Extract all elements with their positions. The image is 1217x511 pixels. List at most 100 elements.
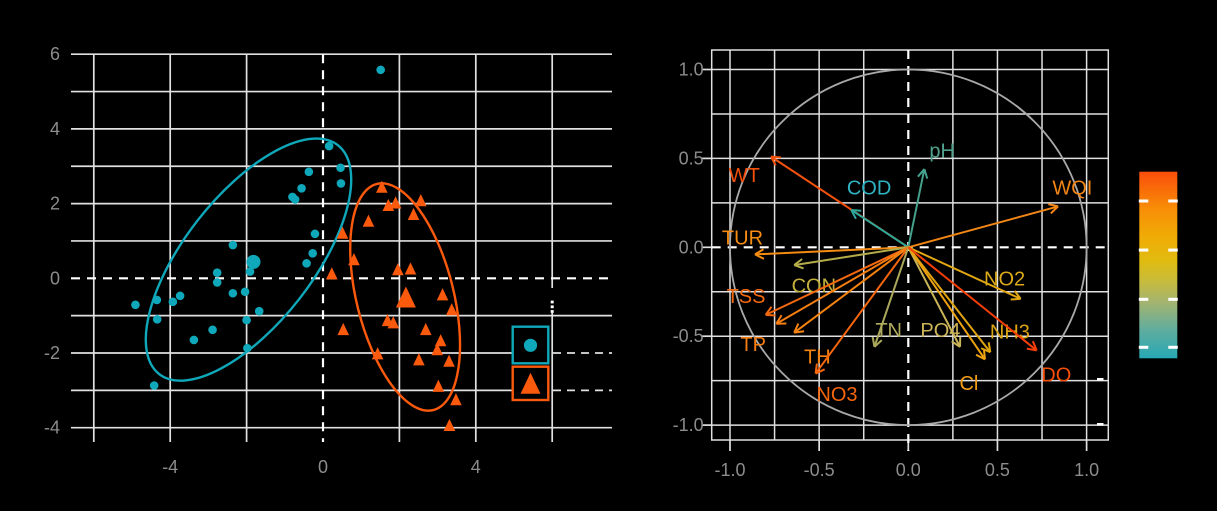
y-tick-label: 4 [50,119,60,139]
data-point [404,262,417,275]
right-tick-mark-1 [1097,378,1104,381]
data-point [336,179,346,188]
vector-arrowhead [764,306,773,316]
data-point [419,322,432,336]
data-point [290,195,300,204]
data-point [175,291,185,301]
vector-arrowhead [815,368,826,375]
vector-arrowhead [765,313,776,317]
data-point [376,180,388,193]
x-tick-label: 0 [318,457,328,477]
legend-marker-triangle [520,372,541,394]
centroid-point [246,254,261,269]
data-point [336,163,345,173]
data-point [450,393,462,406]
vector-arrowhead [754,253,765,260]
dotted-mark-1 [550,305,554,309]
vector-arrowhead [1048,203,1059,208]
data-point [212,268,222,277]
x-tick-label: -0.5 [804,460,835,480]
group-1-ellipse [144,137,353,382]
loading-label-WQI: WQI [1052,178,1092,200]
data-point [445,303,458,316]
loading-vector-TH [793,246,909,334]
vector-shaft [794,246,909,267]
data-point [242,315,251,325]
data-point [189,335,199,345]
loading-vector-TSS [764,246,909,317]
vector-shaft [908,205,1059,249]
data-point [302,259,311,268]
dotted-mark-2 [550,310,554,313]
centroid-point [395,286,416,308]
x-tick-label: 0.0 [896,460,921,480]
loading-vector-NO3 [814,246,910,375]
vector-arrowhead [793,323,800,334]
data-point [413,353,425,366]
vector-arrowhead [770,156,777,166]
vector-shaft [907,246,1022,300]
legend [511,325,550,402]
data-point [212,278,222,287]
data-point [149,381,159,390]
vector-arrowhead [975,353,986,361]
data-point [348,253,360,266]
loading-label-WT: WT [729,165,760,187]
vector-arrowhead [770,155,782,159]
vector-shaft [907,168,926,248]
vector-arrowhead [814,363,818,374]
vector-arrowhead [1050,205,1059,215]
colorbar-tick-right-2 [1168,297,1178,301]
data-point [443,354,455,367]
loading-vector-TUR [754,246,909,260]
x-tick-label: 0.5 [985,460,1010,480]
vector-arrowhead [1010,297,1021,301]
y-tick-label: -2 [44,343,60,363]
vector-shaft [907,246,1038,352]
vector-arrowhead [754,248,765,256]
loading-label-TUR: TUR [722,227,763,249]
loading-label-PO4: PO4 [920,320,960,342]
y-tick-label: 1.0 [679,60,704,80]
loading-label-TSS: TSS [727,286,766,308]
y-tick-label: 0.0 [679,237,704,257]
vector-shaft [907,246,986,360]
y-tick-label: -1.0 [673,415,704,435]
colorbar-tick-left-1 [1138,248,1149,252]
data-point [336,226,349,239]
loading-label-NO3: NO3 [816,384,857,406]
vector-arrowhead [775,314,783,325]
data-point [443,418,456,432]
group-1-points [131,65,385,390]
vector-shaft [775,246,909,325]
x-tick-label: -4 [162,457,178,477]
data-point [387,316,400,329]
data-point [152,295,162,305]
vector-arrowhead [851,208,862,212]
vector-arrowhead [1031,340,1038,351]
loading-vector-TP [775,246,909,325]
loading-label-CON: CON [792,275,836,297]
loading-vector-PO4 [907,246,962,348]
data-point [414,194,427,207]
data-point [168,297,178,307]
vector-arrowhead [873,339,883,348]
x-tick-label: 4 [471,457,481,477]
unit-circle [729,68,1088,427]
loading-vector-DO [907,246,1038,352]
loading-vector-WQI [908,203,1059,249]
data-point [371,347,384,360]
loading-label-pH: pH [929,140,955,162]
vector-shaft [907,246,992,353]
data-point [240,287,250,297]
loading-vector-COD [850,208,909,249]
data-point [337,322,350,336]
y-tick-label: 2 [50,194,60,214]
vector-arrowhead [917,168,926,178]
data-point [362,214,375,227]
data-point [325,267,338,280]
data-point [431,343,444,356]
vector-shaft [765,246,909,316]
loading-vector-pH [907,168,929,248]
